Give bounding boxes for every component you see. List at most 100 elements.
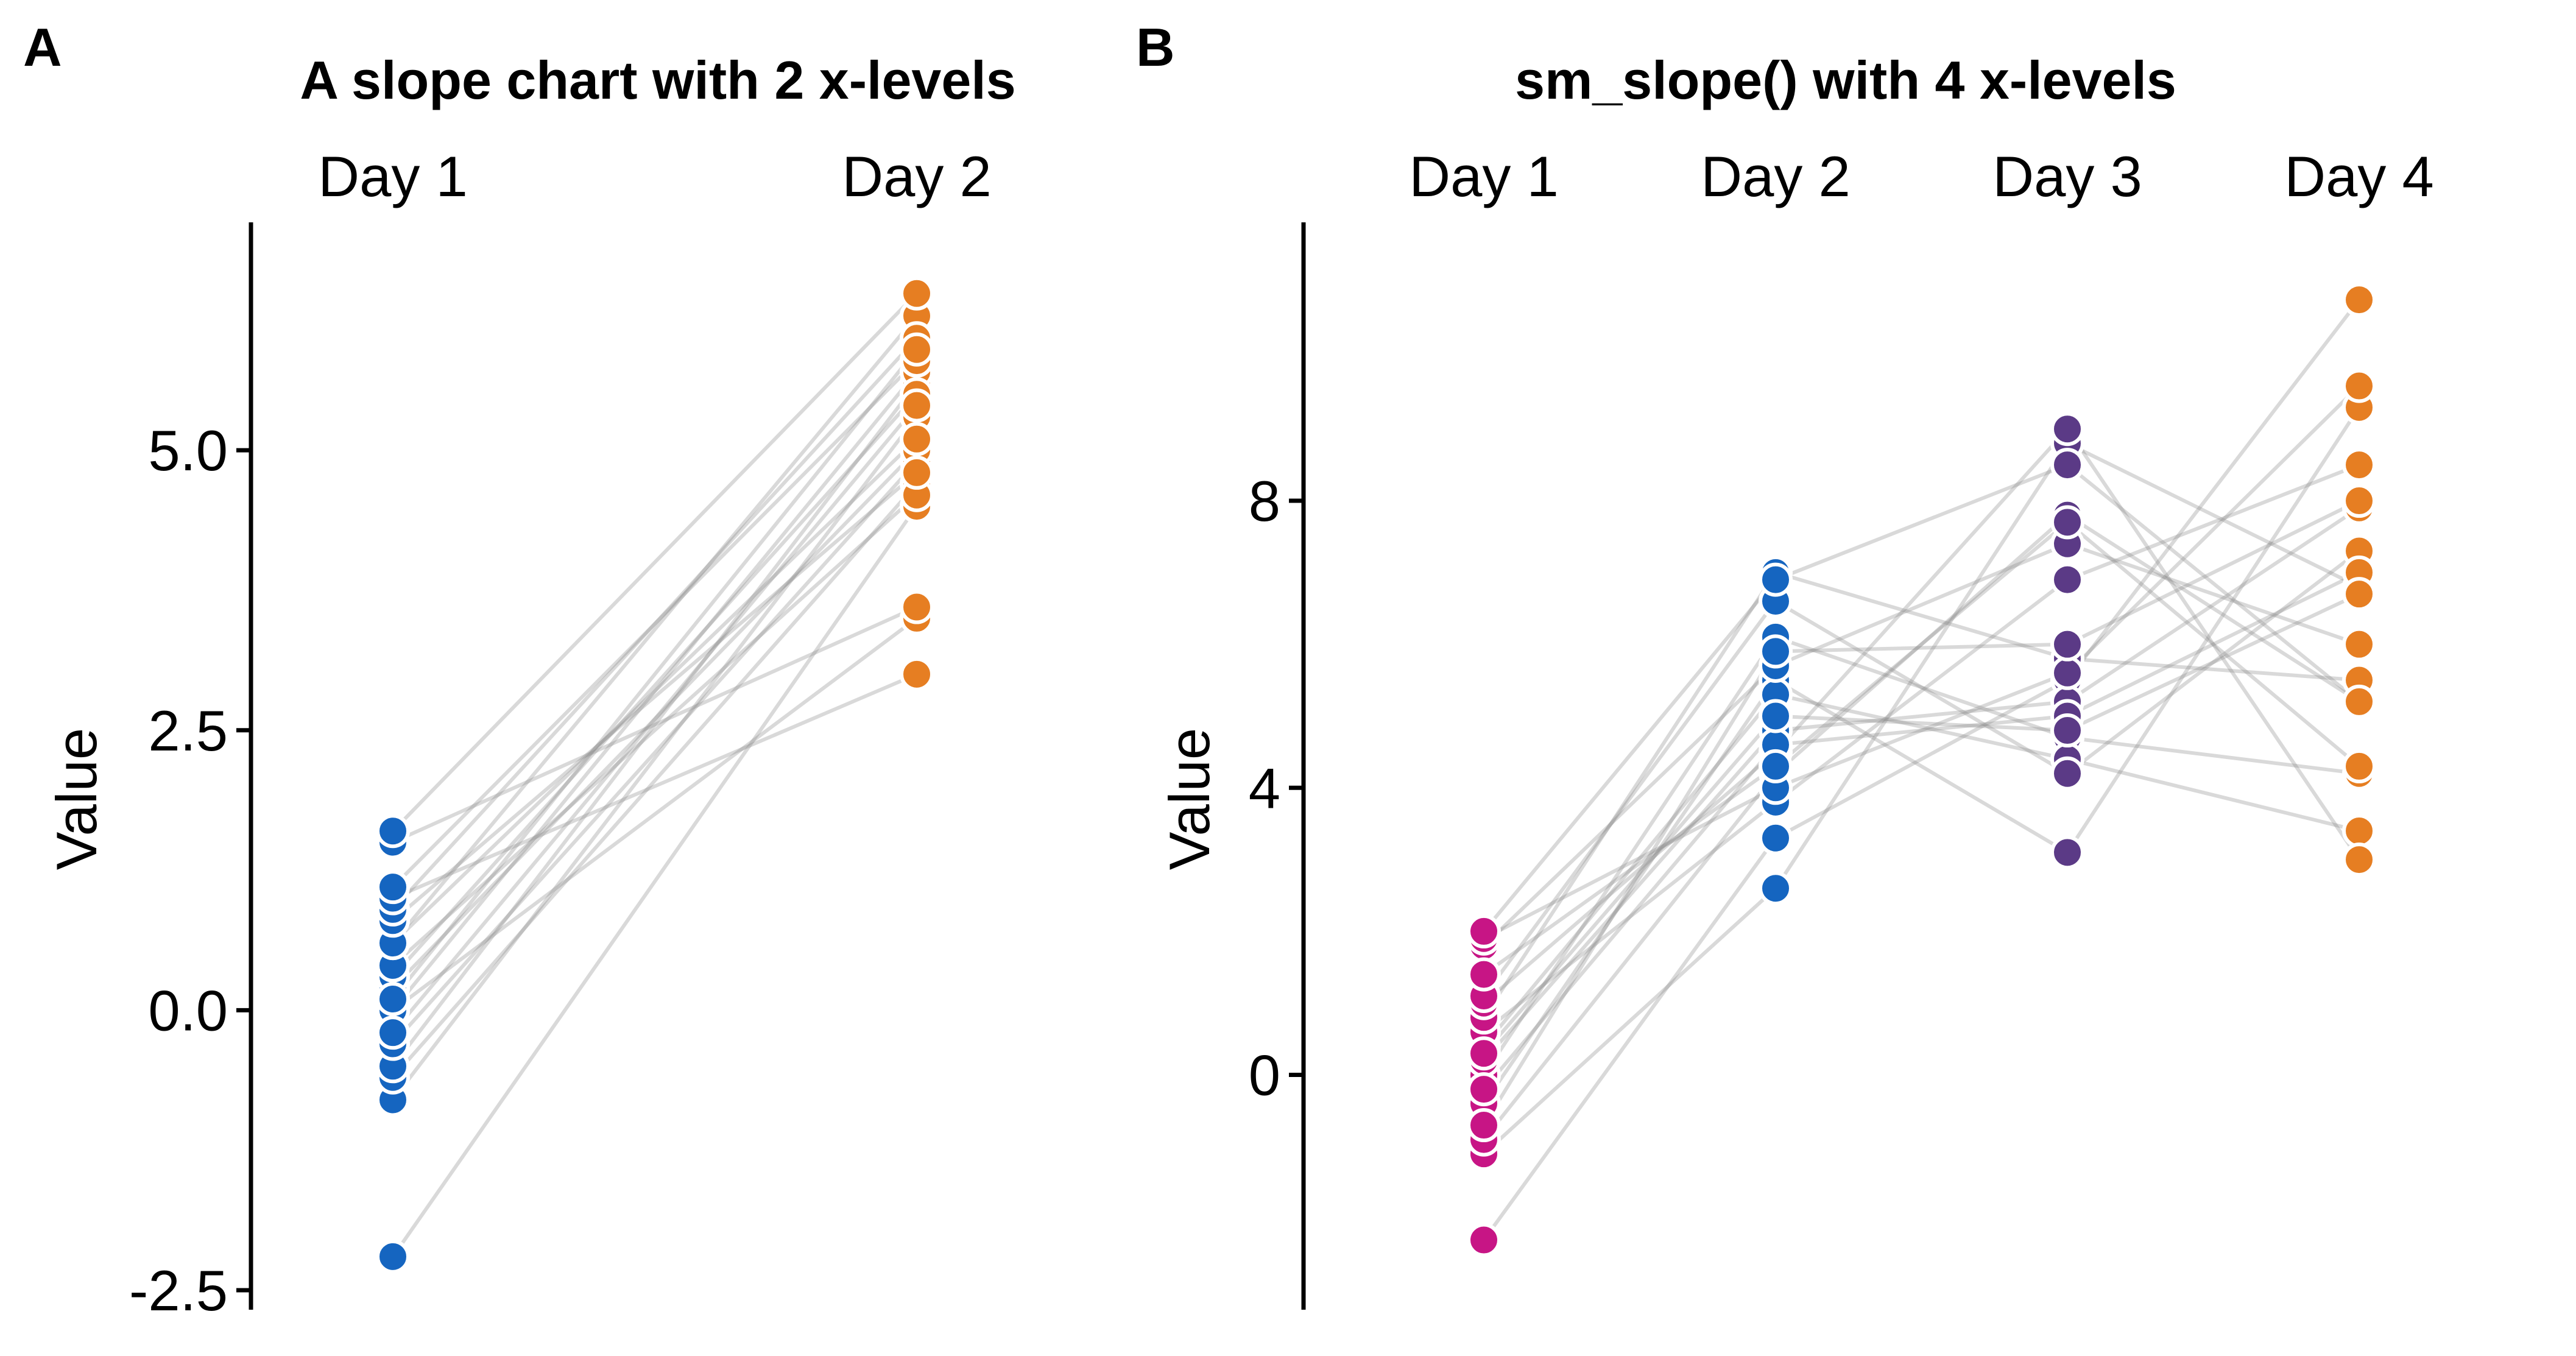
panel-a-slope-line-9	[391, 393, 919, 978]
panel-b-point-day2-subject-2	[1759, 871, 1793, 906]
panel-b-point-day1-subject-15	[1467, 1072, 1501, 1107]
panel-b-point-day3-subject-8	[2050, 562, 2084, 597]
panel-b-y-tick-label: 8	[1249, 469, 1280, 533]
panel-b-point-day2-subject-16	[1759, 699, 1793, 733]
panel-b-point-day4-subject-16	[2342, 577, 2376, 612]
panel-a-point-day1-subject-16	[376, 870, 410, 905]
panel-b-point-day4-subject-8	[2342, 448, 2376, 482]
panel-b-point-day1-subject-17	[1467, 957, 1501, 992]
panel-a-y-tick-label: -2.5	[129, 1259, 228, 1322]
panel-b-slope-lines	[1482, 298, 2361, 1241]
panel-a-slope-line-19	[391, 348, 919, 1000]
panel-a-x-category-1: Day 1	[318, 144, 468, 208]
panel-b-slope-line-13	[1483, 384, 2361, 941]
panel-b-slope-line-8	[1483, 463, 2360, 1034]
panel-b-chart: sm_slope() with 4 x-levels Day 1 Day 2 Day …	[1157, 50, 2434, 1310]
panel-a-point-day1-subject-18	[376, 814, 410, 849]
panel-b-point-day3-subject-11	[2050, 756, 2084, 791]
panel-b-point-day1-subject-18	[1467, 1108, 1501, 1143]
panel-a-slope-line-18	[391, 292, 919, 833]
panel-a-points	[376, 276, 934, 1274]
panel-b-slope-line-16	[1482, 592, 2360, 1055]
panel-a-slope-line-8	[391, 449, 919, 989]
panel-b-point-day4-subject-14	[2342, 684, 2376, 719]
panel-b-point-day4-subject-13	[2342, 369, 2376, 403]
panel-a-slope-line-3	[391, 482, 919, 1079]
panel-b-point-day3-subject-18	[2050, 627, 2084, 662]
panel-a-y-tick-label: 0.0	[148, 978, 228, 1042]
panel-b-x-category-4: Day 4	[2284, 144, 2434, 208]
panel-b-x-category-1: Day 1	[1409, 144, 1559, 208]
panel-a-point-day2-subject-20	[900, 388, 934, 423]
panel-a-slope-line-16	[391, 359, 919, 889]
panel-a-slope-line-6	[391, 370, 919, 1012]
panel-a-x-category-2: Day 2	[842, 144, 992, 208]
panel-b-slope-line-7	[1482, 692, 2360, 1048]
panel-b-point-day4-subject-12	[2342, 627, 2376, 662]
panel-b-point-day2-subject-17	[1759, 749, 1793, 783]
panel-b-point-day3-subject-10	[2050, 412, 2084, 447]
panel-a-point-day2-subject-17	[900, 590, 934, 624]
panel-b-point-day4-subject-18	[2342, 484, 2376, 518]
panel-b-point-day2-subject-18	[1759, 634, 1793, 669]
panel-a-slope-line-10	[391, 493, 919, 967]
panel-a-slope-line-4	[391, 382, 919, 1068]
panel-b-slope-line-10	[1483, 426, 2361, 1005]
panel-a-point-day1-subject-1	[376, 1239, 410, 1274]
panel-b-x-category-2: Day 2	[1701, 144, 1851, 208]
panel-a-slope-line-17	[392, 605, 918, 844]
panel-b-points	[1467, 283, 2376, 1257]
panel-b-slope-line-15	[1482, 571, 2360, 1091]
panel-b-letter: B	[1136, 17, 1175, 77]
panel-b-x-category-3: Day 3	[1992, 144, 2142, 208]
panel-b-slope-line-14	[1482, 462, 2360, 933]
panel-a-slope-line-20	[391, 404, 919, 1034]
panel-a-y-axis-label: Value	[44, 728, 108, 870]
panel-b-point-day4-subject-10	[2342, 842, 2376, 877]
panel-b-point-day2-subject-14	[1759, 562, 1793, 597]
panel-b-point-day3-subject-4	[2050, 835, 2084, 870]
panel-a-point-day2-subject-13	[900, 455, 934, 490]
panel-b-point-day4-subject-7	[2342, 813, 2376, 848]
panel-a-point-day1-subject-19	[376, 982, 410, 1016]
panel-a-slope-line-11	[391, 314, 919, 945]
panel-a-slope-line-15	[392, 673, 918, 900]
panel-b-point-day2-subject-1	[1759, 821, 1793, 855]
panel-b-slope-line-4	[1482, 406, 2361, 1105]
panel-a-slope-line-12	[391, 437, 919, 945]
panel-b-slope-line-2	[1482, 440, 2360, 1156]
panel-a-slope-line-2	[391, 415, 919, 1101]
panel-a-chart: A slope chart with 2 x-levels Day 1 Day 2 -…	[44, 50, 1016, 1322]
panel-a-slope-line-13	[392, 471, 918, 922]
panel-a-point-day2-subject-12	[900, 422, 934, 456]
panel-a-title: A slope chart with 2 x-levels	[300, 50, 1015, 110]
panel-b-point-day1-subject-14	[1467, 914, 1501, 948]
panel-b-slope-line-17	[1483, 520, 2360, 976]
panel-a-slope-lines	[391, 292, 919, 1258]
panel-b-y-tick-label: 4	[1249, 756, 1280, 820]
panel-a-letter: A	[23, 17, 62, 77]
panel-a-y-tick-label: 5.0	[148, 418, 228, 482]
panel-b-point-day4-subject-17	[2342, 749, 2376, 783]
panel-b-point-day1-subject-1	[1467, 1223, 1501, 1257]
panel-b-point-day3-subject-14	[2050, 448, 2084, 482]
panel-a-point-day2-subject-19	[900, 332, 934, 367]
panel-b-y-tick-label: 0	[1249, 1043, 1280, 1107]
panel-a-slope-line-5	[391, 460, 919, 1045]
panel-b-slope-line-9	[1482, 570, 2360, 1019]
panel-b-slope-line-1	[1482, 298, 2361, 1241]
panel-b-y-axis-label: Value	[1157, 728, 1221, 870]
panel-b-point-day4-subject-1	[2342, 283, 2376, 317]
panel-b-slope-line-11	[1482, 549, 2360, 997]
panel-b-point-day3-subject-13	[2050, 655, 2084, 690]
panel-a-slope-line-7	[392, 616, 918, 1012]
panel-a-slope-line-1	[391, 505, 919, 1258]
panel-b-title: sm_slope() with 4 x-levels	[1515, 50, 2176, 110]
panel-a-y-tick-label: 2.5	[148, 699, 228, 763]
panel-b-slope-line-5	[1482, 635, 2360, 1076]
panel-b-point-day3-subject-17	[2050, 505, 2084, 540]
panel-b-slope-line-3	[1482, 512, 2360, 1141]
panel-a-point-day2-subject-15	[900, 657, 934, 691]
panel-b-slope-line-6	[1482, 506, 2360, 1062]
